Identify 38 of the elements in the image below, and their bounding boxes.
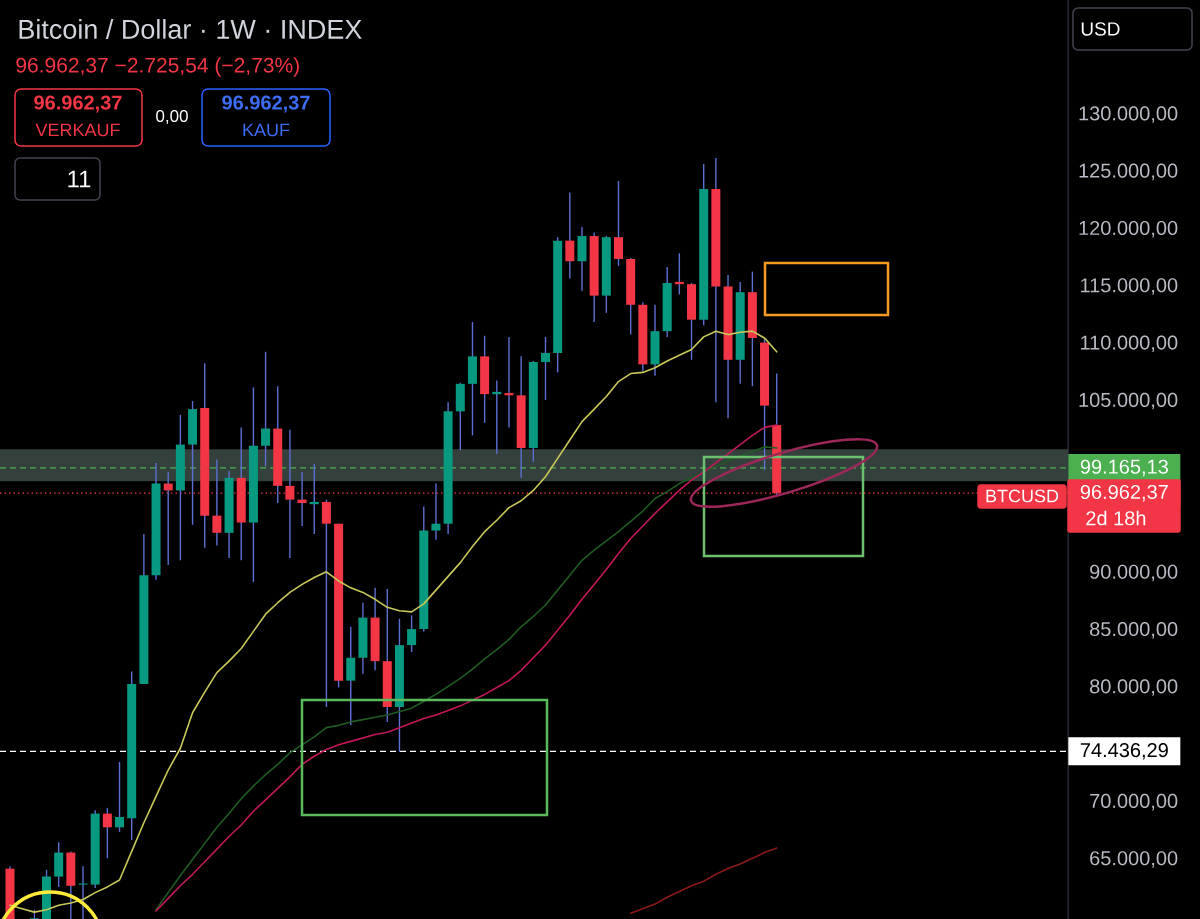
candlestick [78,865,88,919]
annotation: 11 [68,170,91,188]
y-tick-label: 120.000,00 [1079,220,1178,238]
text: 2d 18h [1086,510,1146,526]
candlestick [261,351,271,468]
y-tick-label: 125.000,00 [1079,163,1178,181]
ref-line-label: 99.165,13 [1080,459,1168,477]
annotation: 96.962,37 [222,95,310,113]
annotation: 96.962,37 [34,95,122,113]
y-tick-label: 115.000,00 [1081,278,1178,295]
y-tick-label: 90.000,00 [1090,564,1178,582]
candlestick [407,614,417,653]
annotation: KAUF [243,123,290,137]
text: 96.962,37 −2.725,54 (−2,73%) [16,57,299,77]
y-tick-label: 85.000,00 [1090,621,1178,639]
candlestick [115,761,125,833]
y-tick-label: 80.000,00 [1090,679,1178,696]
annotation: 0,00 [156,109,188,125]
text: BTCUSD [986,489,1059,503]
candlestick [321,498,331,708]
candlestick [212,458,222,547]
candlestick [102,807,112,859]
candlestick [540,336,550,401]
ref-line-label: 74.436,29 [1080,743,1168,760]
y-tick-label: 110.000,00 [1081,335,1178,353]
ref-line-label: 96.962,37 [1080,484,1168,502]
y-tick-label: 65.000,00 [1090,851,1178,868]
candlestick [565,191,575,280]
candlestick [346,626,356,727]
text: USD [1081,22,1120,36]
candlestick [614,180,623,267]
annotation: VERKAUF [35,123,120,137]
candlestick [431,482,441,541]
y-tick-label: 105.000,00 [1079,392,1178,410]
y-tick-label: 130.000,00 [1079,106,1178,123]
line-series [629,847,778,915]
y-tick-label: 70.000,00 [1090,793,1178,811]
text: Bitcoin / Dollar · 1W · INDEX [19,19,362,39]
